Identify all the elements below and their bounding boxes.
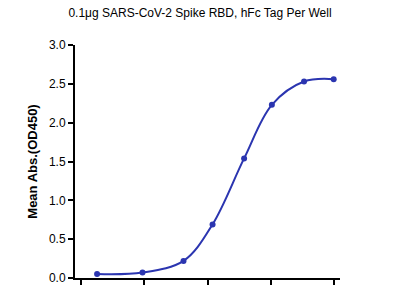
svg-text:1.5: 1.5 (49, 155, 66, 169)
svg-text:0.5: 0.5 (49, 232, 66, 246)
svg-text:0.0: 0.0 (49, 271, 66, 285)
svg-text:0.1μg SARS-CoV-2 Spike RBD, hF: 0.1μg SARS-CoV-2 Spike RBD, hFc Tag Per … (68, 6, 331, 20)
svg-text:2.0: 2.0 (49, 116, 66, 130)
svg-text:2.5: 2.5 (49, 77, 66, 91)
svg-text:3.0: 3.0 (49, 38, 66, 52)
svg-text:1.0: 1.0 (49, 194, 66, 208)
svg-text:Mean Abs.(OD450): Mean Abs.(OD450) (25, 104, 40, 218)
